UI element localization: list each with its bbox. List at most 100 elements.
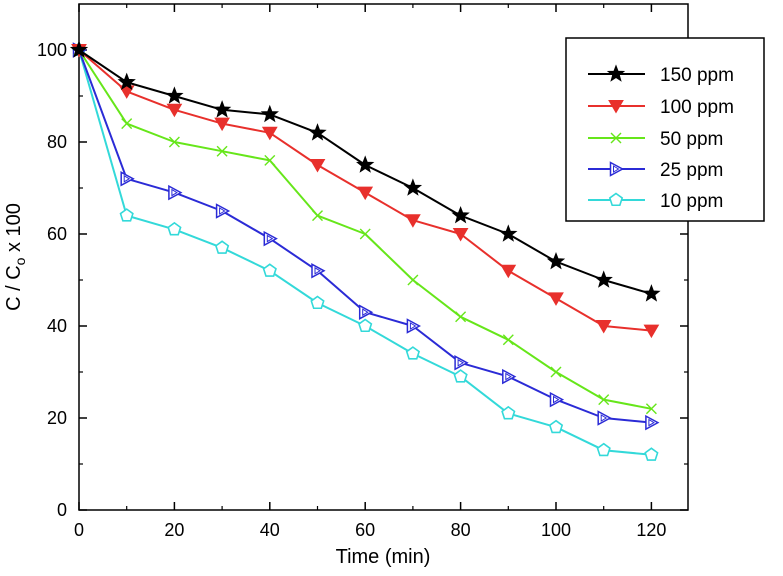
legend-marker	[606, 64, 626, 82]
data-point	[165, 86, 184, 104]
data-point	[405, 214, 421, 228]
data-point	[261, 126, 278, 141]
x-tick-label: 60	[355, 520, 375, 540]
legend-marker	[609, 161, 625, 177]
plot-frame	[78, 3, 689, 511]
legend-marker	[608, 192, 624, 207]
data-point	[597, 410, 612, 426]
x-tick-label: 80	[451, 520, 471, 540]
series-150-ppm	[69, 40, 661, 302]
data-point	[451, 205, 470, 224]
legend: 150 ppm 100 ppm 50 ppm 25 ppm 10 ppm	[588, 64, 734, 212]
data-point	[499, 224, 518, 242]
data-point	[501, 405, 516, 420]
data-point	[403, 178, 423, 196]
legend-entry: 100 ppm	[588, 97, 734, 118]
legend-entry: 10 ppm	[588, 191, 723, 212]
y-tick-label: 60	[47, 224, 67, 244]
data-point	[216, 145, 228, 157]
data-point	[502, 334, 514, 346]
y-tick-label: 100	[37, 40, 67, 60]
x-tick-label: 0	[74, 520, 84, 540]
x-tick-label: 20	[164, 520, 184, 540]
x-axis-title: Time (min)	[336, 546, 431, 568]
data-point	[500, 264, 517, 279]
series-100-ppm	[71, 44, 660, 339]
data-point	[359, 228, 371, 240]
data-point	[168, 184, 183, 201]
legend-entry: 25 ppm	[588, 160, 723, 181]
data-point	[167, 221, 182, 236]
data-point	[455, 311, 467, 323]
y-tick-label: 80	[47, 132, 67, 152]
data-point	[453, 369, 468, 383]
data-point	[260, 104, 279, 123]
data-point	[117, 72, 136, 90]
data-point	[546, 251, 566, 270]
data-point	[454, 355, 469, 371]
data-point	[358, 318, 373, 333]
y-axis-title-sub: o	[12, 257, 28, 265]
series-25-ppm	[72, 42, 660, 431]
data-point	[356, 155, 375, 173]
data-point	[69, 40, 89, 58]
series-layer	[69, 40, 661, 461]
y-tick-label: 0	[57, 500, 67, 520]
data-point	[121, 118, 133, 130]
data-point	[168, 136, 180, 148]
data-point	[309, 159, 326, 173]
legend-label: 50 ppm	[660, 129, 723, 150]
legend-label: 100 ppm	[660, 97, 734, 118]
data-point	[264, 154, 276, 166]
legend-label: 25 ppm	[660, 160, 723, 181]
data-point	[262, 263, 277, 277]
data-point	[594, 270, 613, 288]
data-point	[549, 391, 565, 408]
data-point	[214, 240, 230, 254]
y-tick-label: 20	[47, 408, 67, 428]
y-axis-title-tail: x 100	[3, 203, 25, 257]
data-point	[263, 230, 278, 247]
data-point	[502, 368, 517, 385]
data-point	[166, 103, 183, 118]
legend-entry: 150 ppm	[588, 64, 734, 86]
data-point	[308, 123, 327, 141]
data-point	[548, 419, 564, 434]
data-point	[645, 414, 660, 431]
data-point	[595, 320, 612, 334]
data-point	[452, 228, 469, 242]
y-axis-title-main: C / C	[3, 265, 25, 311]
series-50-ppm	[73, 44, 657, 415]
data-point	[312, 210, 323, 222]
x-tick-label: 100	[541, 520, 571, 540]
data-point	[598, 394, 610, 406]
data-point	[644, 447, 659, 461]
x-tick-label: 120	[636, 520, 666, 540]
legend-entry: 50 ppm	[588, 129, 723, 150]
data-point	[311, 263, 326, 279]
axis-ticks: 0 20 40 60 80 100 120 0 20 40 60 80 100	[37, 4, 688, 540]
data-point	[212, 100, 232, 118]
data-point	[119, 208, 134, 222]
data-point	[407, 274, 419, 286]
data-point	[120, 171, 135, 187]
y-tick-label: 40	[47, 316, 67, 336]
data-point	[406, 318, 421, 334]
legend-marker	[608, 100, 624, 114]
data-point	[405, 346, 421, 360]
legend-box	[565, 37, 765, 222]
legend-marker	[610, 132, 622, 144]
legend-label: 10 ppm	[660, 191, 723, 212]
data-point	[357, 186, 374, 201]
data-point	[358, 304, 374, 320]
y-axis-title: C / Co x 100	[3, 203, 28, 311]
data-point	[214, 117, 230, 132]
data-point	[643, 324, 660, 339]
data-point	[548, 292, 564, 306]
data-point	[642, 284, 661, 302]
data-point	[596, 442, 611, 457]
data-point	[215, 203, 231, 219]
legend-label: 150 ppm	[660, 65, 734, 86]
data-point	[550, 366, 562, 378]
